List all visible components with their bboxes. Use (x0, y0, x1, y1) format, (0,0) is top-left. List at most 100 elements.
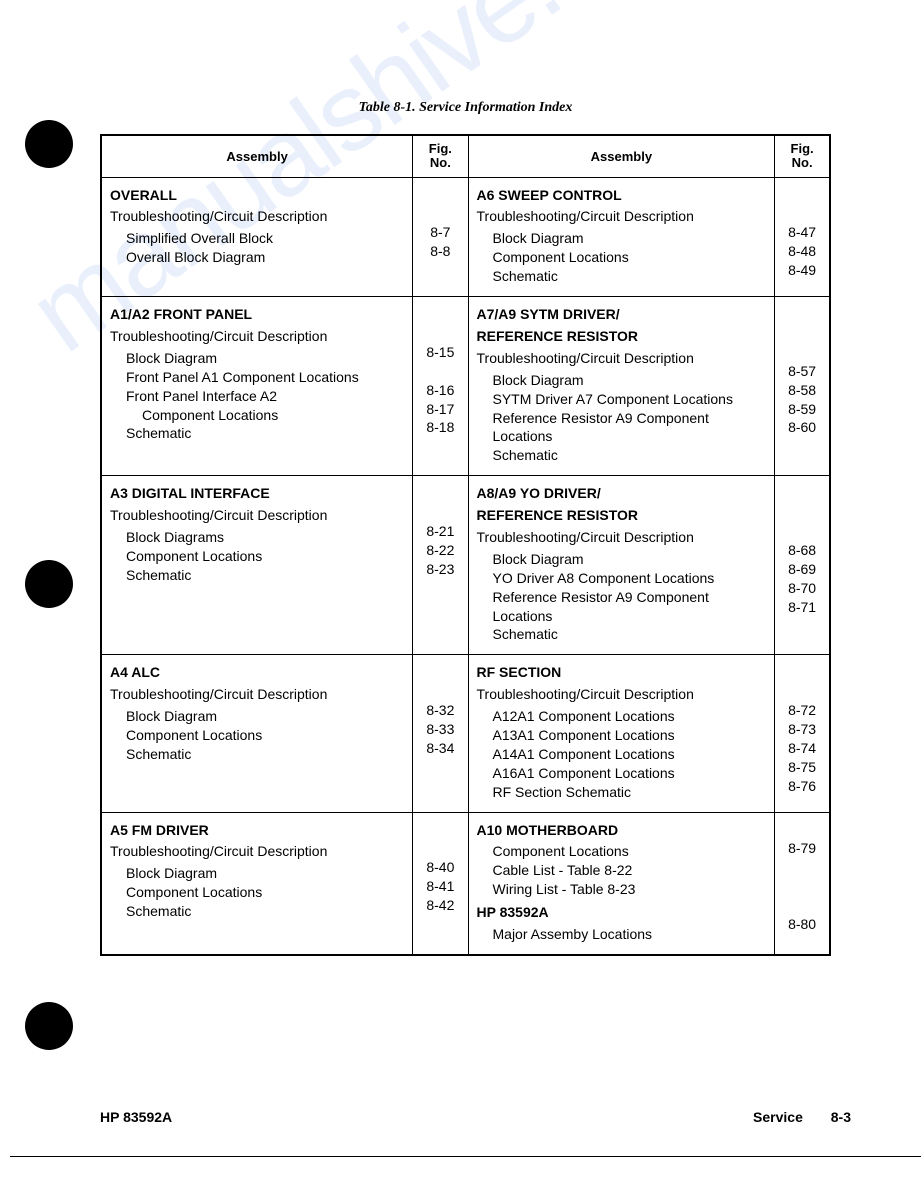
assembly-cell-left: A1/A2 FRONT PANEL Troubleshooting/Circuit… (101, 297, 413, 476)
index-item: Schematic (110, 745, 404, 764)
fig-number: 8-18 (421, 418, 459, 437)
section-title: A3 DIGITAL INTERFACE (110, 484, 404, 503)
fig-number: 8-68 (783, 541, 821, 560)
index-item: Component Locations (110, 726, 404, 745)
index-item: A14A1 Component Locations (477, 745, 767, 764)
assembly-cell-right: A7/A9 SYTM DRIVER/ REFERENCE RESISTORTro… (468, 297, 775, 476)
section-subtitle: Troubleshooting/Circuit Description (477, 528, 767, 547)
fig-cell-left: 8-78-8 (413, 177, 468, 296)
index-item: Component Locations (126, 406, 404, 425)
assembly-cell-right: RF SECTIONTroubleshooting/Circuit Descri… (468, 655, 775, 812)
page-footer: HP 83592A Service 8-3 (100, 1109, 851, 1125)
header-fig-left: Fig. No. (413, 135, 468, 177)
section-title: A10 MOTHERBOARD (477, 821, 767, 840)
footer-model: HP 83592A (100, 1109, 172, 1125)
index-item: Component Locations (477, 248, 767, 267)
section-title: A5 FM DRIVER (110, 821, 404, 840)
table-header-row: Assembly Fig. No. Assembly Fig. No. (101, 135, 830, 177)
index-item: Block Diagram (477, 229, 767, 248)
section-title: OVERALL (110, 186, 404, 205)
fig-number: 8-59 (783, 400, 821, 419)
index-item: Schematic (477, 625, 767, 644)
fig-number: 8-47 (783, 223, 821, 242)
index-item: Major Assemby Locations (477, 925, 767, 944)
assembly-cell-right: A8/A9 YO DRIVER/ REFERENCE RESISTORTroub… (468, 476, 775, 655)
fig-number: 8-80 (783, 915, 821, 934)
index-item: Front Panel A1 Component Locations (110, 368, 404, 387)
index-item: Block Diagram (110, 349, 404, 368)
index-item: Reference Resistor A9 Component Location… (477, 588, 767, 626)
index-item: Block Diagrams (110, 528, 404, 547)
section-title: A6 SWEEP CONTROL (477, 186, 767, 205)
index-item: Block Diagram (110, 707, 404, 726)
index-item: Schematic (477, 267, 767, 286)
fig-number (421, 362, 459, 381)
fig-number: 8-57 (783, 362, 821, 381)
section-subtitle: Troubleshooting/Circuit Description (110, 506, 404, 525)
fig-number: 8-22 (421, 541, 459, 560)
fig-number (783, 858, 821, 877)
section-subtitle: Troubleshooting/Circuit Description (110, 327, 404, 346)
index-item: Block Diagram (110, 864, 404, 883)
index-item: Schematic (477, 446, 767, 465)
fig-number: 8-42 (421, 896, 459, 915)
fig-number: 8-76 (783, 777, 821, 796)
fig-number (783, 877, 821, 896)
index-item: A13A1 Component Locations (477, 726, 767, 745)
assembly-cell-left: A5 FM DRIVER Troubleshooting/Circuit Desc… (101, 812, 413, 955)
assembly-cell-right: A10 MOTHERBOARD Component LocationsCable … (468, 812, 775, 955)
fig-number: 8-69 (783, 560, 821, 579)
fig-number: 8-23 (421, 560, 459, 579)
index-item: Overall Block Diagram (110, 248, 404, 267)
section-title-extra: HP 83592A (477, 903, 767, 922)
fig-number: 8-71 (783, 598, 821, 617)
fig-cell-left: 8-328-338-34 (413, 655, 468, 812)
fig-cell-left: 8-15 8-168-178-18 (413, 297, 468, 476)
fig-number: 8-74 (783, 739, 821, 758)
fig-number: 8-32 (421, 701, 459, 720)
fig-number: 8-79 (783, 839, 821, 858)
assembly-cell-right: A6 SWEEP CONTROLTroubleshooting/Circuit … (468, 177, 775, 296)
section-subtitle: Troubleshooting/Circuit Description (477, 349, 767, 368)
index-item: Simplified Overall Block (110, 229, 404, 248)
section-title: A4 ALC (110, 663, 404, 682)
fig-number: 8-34 (421, 739, 459, 758)
section-subtitle: Troubleshooting/Circuit Description (110, 842, 404, 861)
section-title: RF SECTION (477, 663, 767, 682)
header-assembly-right: Assembly (468, 135, 775, 177)
section-title: REFERENCE RESISTOR (477, 327, 767, 346)
index-item: Schematic (110, 424, 404, 443)
index-item: A16A1 Component Locations (477, 764, 767, 783)
index-item: Schematic (110, 566, 404, 585)
index-item: Component Locations (477, 842, 767, 861)
assembly-cell-left: OVERALLTroubleshooting/Circuit Descripti… (101, 177, 413, 296)
index-item: RF Section Schematic (477, 783, 767, 802)
fig-number: 8-72 (783, 701, 821, 720)
index-item: A12A1 Component Locations (477, 707, 767, 726)
header-fig-right: Fig. No. (775, 135, 830, 177)
index-item: Block Diagram (477, 371, 767, 390)
section-subtitle: Troubleshooting/Circuit Description (110, 685, 404, 704)
index-item: SYTM Driver A7 Component Locations (477, 390, 767, 409)
fig-cell-right: 8-728-738-748-758-76 (775, 655, 830, 812)
table-section-row: A3 DIGITAL INTERFACE Troubleshooting/Circ… (101, 476, 830, 655)
fig-number: 8-16 (421, 381, 459, 400)
table-section-row: A1/A2 FRONT PANEL Troubleshooting/Circuit… (101, 297, 830, 476)
footer-service-label: Service (753, 1109, 803, 1125)
fig-cell-right: 8-478-488-49 (775, 177, 830, 296)
fig-number: 8-15 (421, 343, 459, 362)
fig-number: 8-17 (421, 400, 459, 419)
assembly-cell-left: A3 DIGITAL INTERFACE Troubleshooting/Circ… (101, 476, 413, 655)
fig-number: 8-60 (783, 418, 821, 437)
fig-number: 8-41 (421, 877, 459, 896)
fig-number: 8-48 (783, 242, 821, 261)
fig-cell-left: 8-218-228-23 (413, 476, 468, 655)
index-item: Wiring List - Table 8-23 (477, 880, 767, 899)
page-bottom-line (10, 1156, 921, 1157)
table-section-row: A5 FM DRIVER Troubleshooting/Circuit Desc… (101, 812, 830, 955)
index-item: Component Locations (110, 547, 404, 566)
fig-number: 8-49 (783, 261, 821, 280)
section-title: A1/A2 FRONT PANEL (110, 305, 404, 324)
footer-page-number: 8-3 (831, 1109, 851, 1125)
index-item: Cable List - Table 8-22 (477, 861, 767, 880)
